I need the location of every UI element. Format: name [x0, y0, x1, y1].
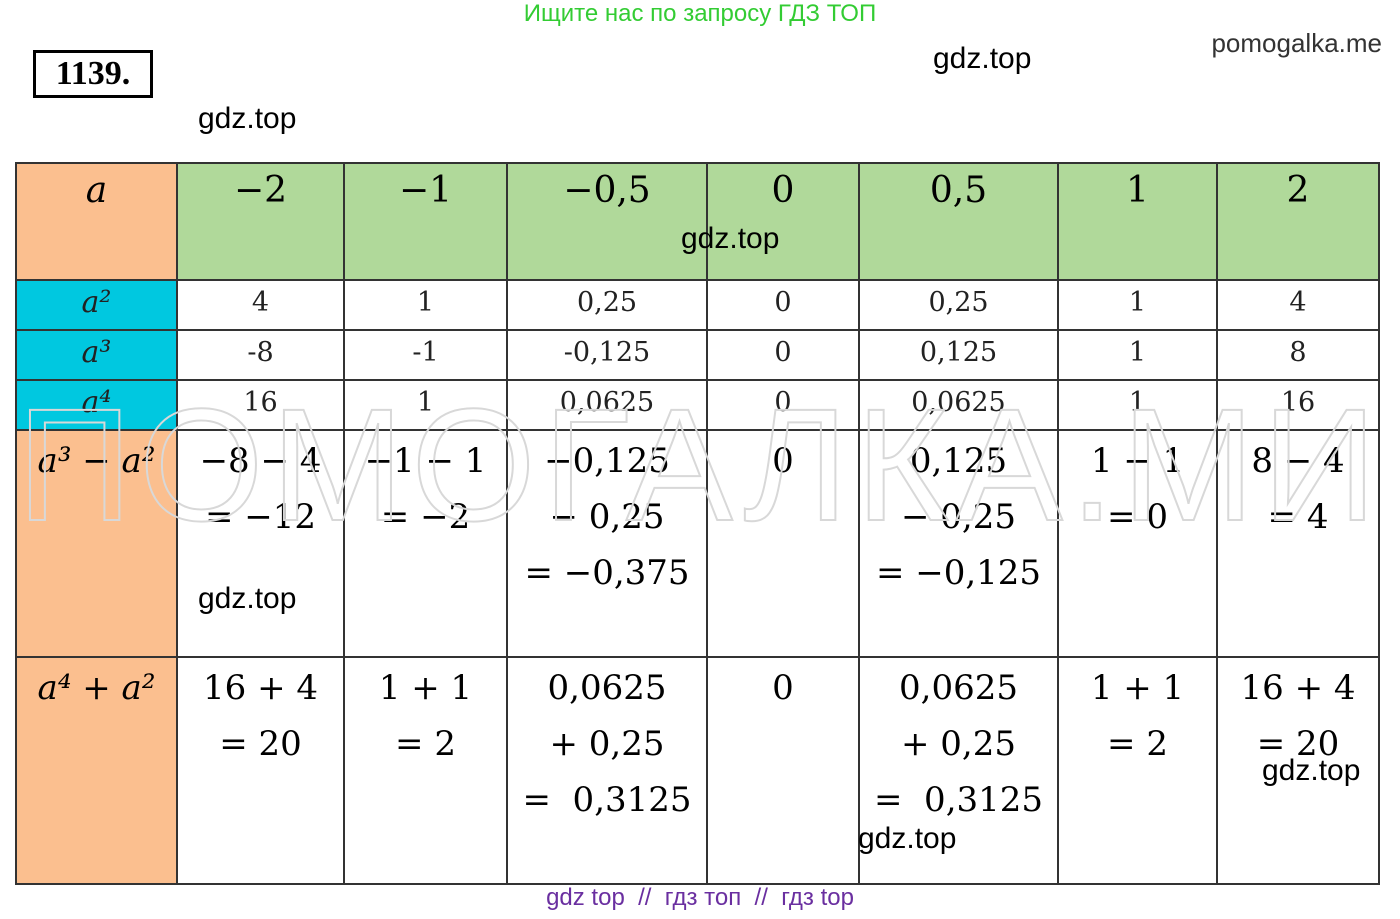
table-row: a³ -8 -1 -0,125 0 0,125 1 8: [15, 329, 1380, 381]
cell: 4: [1216, 279, 1380, 331]
cell-line: 0,0625: [899, 668, 1018, 708]
cell: 1: [1057, 379, 1218, 431]
row-label: a³ − a²: [15, 429, 178, 658]
cell-line: − 0,25: [549, 497, 665, 537]
cell-line: = −12: [204, 497, 317, 537]
cell-line: − 0,25: [901, 497, 1016, 537]
cell: 1 − 1 = 0: [1057, 429, 1218, 658]
cell: 0: [706, 429, 860, 658]
cell-line: = 0,3125: [873, 780, 1044, 820]
cell: −0,125 − 0,25 = −0,375: [506, 429, 708, 658]
cell: 8 − 4 = 4: [1216, 429, 1380, 658]
cell-line: 0,0625: [547, 668, 667, 708]
cell-line: = −0,375: [524, 553, 690, 593]
cell: 0,25: [858, 279, 1059, 331]
cell: 0: [706, 379, 860, 431]
cell: 0: [706, 329, 860, 381]
cell: −1 − 1 = −2: [343, 429, 508, 658]
cell: 0,0625 + 0,25 = 0,3125: [858, 656, 1059, 885]
header-cell: 0,5: [858, 162, 1059, 281]
watermark: gdz.top: [933, 42, 1032, 75]
table-row: a⁴ 16 1 0,0625 0 0,0625 1 16: [15, 379, 1380, 431]
cell: 0,0625: [506, 379, 708, 431]
cell: 16 + 4 = 20: [1216, 656, 1380, 885]
header-cell: −0,5: [506, 162, 708, 281]
table-row: a² 4 1 0,25 0 0,25 1 4: [15, 279, 1380, 331]
exercise-number: 1139.: [33, 50, 153, 98]
cell-line: = 2: [395, 724, 456, 764]
cell-line: = 2: [1107, 724, 1168, 764]
cell-line: −0,125: [544, 441, 670, 481]
cell-line: 1 − 1: [1090, 441, 1185, 481]
cell: −8 − 4 = −12: [176, 429, 345, 658]
watermark: gdz.top: [198, 582, 297, 615]
cell-line: 16 + 4: [203, 668, 318, 708]
cell-line: 1 + 1: [378, 668, 473, 708]
cell-line: = −2: [380, 497, 471, 537]
cell: 0,125 − 0,25 = −0,125: [858, 429, 1059, 658]
row-label: a⁴ + a²: [15, 656, 178, 885]
header-cell: −1: [343, 162, 508, 281]
header-cell: 2: [1216, 162, 1380, 281]
cell-line: = 0: [1107, 497, 1168, 537]
cell: 1: [1057, 279, 1218, 331]
cell: 1: [1057, 329, 1218, 381]
header-cell: 1: [1057, 162, 1218, 281]
cell-line: = 0,3125: [522, 780, 692, 820]
cell-line: −8 − 4: [199, 441, 322, 481]
header-cell: a: [15, 162, 178, 281]
cell-line: + 0,25: [549, 724, 665, 764]
cell-line: 16 + 4: [1240, 668, 1356, 708]
site-name: pomogalka.me: [1211, 28, 1382, 58]
row-label: a³: [15, 329, 178, 381]
cell: 16 + 4 = 20: [176, 656, 345, 885]
cell: 16: [1216, 379, 1380, 431]
cell: -0,125: [506, 329, 708, 381]
cell-line: + 0,25: [901, 724, 1016, 764]
cell: 0,125: [858, 329, 1059, 381]
cell-line: = 20: [1256, 724, 1340, 764]
cell-line: −1 − 1: [364, 441, 487, 481]
cell: 0,25: [506, 279, 708, 331]
watermark: gdz.top: [858, 822, 957, 855]
cell: 1: [343, 279, 508, 331]
watermark: gdz.top: [1262, 754, 1361, 787]
row-label: a⁴: [15, 379, 178, 431]
cell: 16: [176, 379, 345, 431]
watermark: gdz.top: [681, 222, 780, 255]
cell: 8: [1216, 329, 1380, 381]
header-cell: −2: [176, 162, 345, 281]
cell: 0,0625: [858, 379, 1059, 431]
header-cell: 0: [706, 162, 860, 281]
table-row: a⁴ + a² 16 + 4 = 20 1 + 1 = 2 0,0625 + 0,25 = 0…: [15, 656, 1380, 885]
cell-line: 1 + 1: [1090, 668, 1185, 708]
watermark: gdz.top: [198, 102, 297, 135]
cell-line: = 20: [219, 724, 302, 764]
cell: -8: [176, 329, 345, 381]
banner: Ищите нас по запросу ГДЗ ТОП: [523, 0, 877, 27]
footer: gdz top // гдз топ // гдз top: [546, 884, 854, 911]
cell-line: 0: [772, 441, 794, 481]
cell: 0,0625 + 0,25 = 0,3125: [506, 656, 708, 885]
cell-line: = 4: [1267, 497, 1329, 537]
cell: 1 + 1 = 2: [343, 656, 508, 885]
table: a −2 −1 −0,5 0 0,5 1 2 a² 4 1 0,25 0 0,25 1 4 a³ -8 -1 -0,1…: [15, 162, 1380, 885]
cell: 4: [176, 279, 345, 331]
table-row: a³ − a² −8 − 4 = −12 −1 − 1 = −2 −0,125 − 0,25…: [15, 429, 1380, 658]
cell-line: 8 − 4: [1251, 441, 1345, 481]
header-row: a −2 −1 −0,5 0 0,5 1 2: [15, 162, 1380, 281]
cell: -1: [343, 329, 508, 381]
cell-line: 0: [772, 668, 794, 708]
cell: 1: [343, 379, 508, 431]
cell: 0: [706, 279, 860, 331]
cell: 0: [706, 656, 860, 885]
row-label: a²: [15, 279, 178, 331]
cell: 1 + 1 = 2: [1057, 656, 1218, 885]
cell-line: = −0,125: [875, 553, 1042, 593]
cell-line: 0,125: [909, 441, 1008, 481]
